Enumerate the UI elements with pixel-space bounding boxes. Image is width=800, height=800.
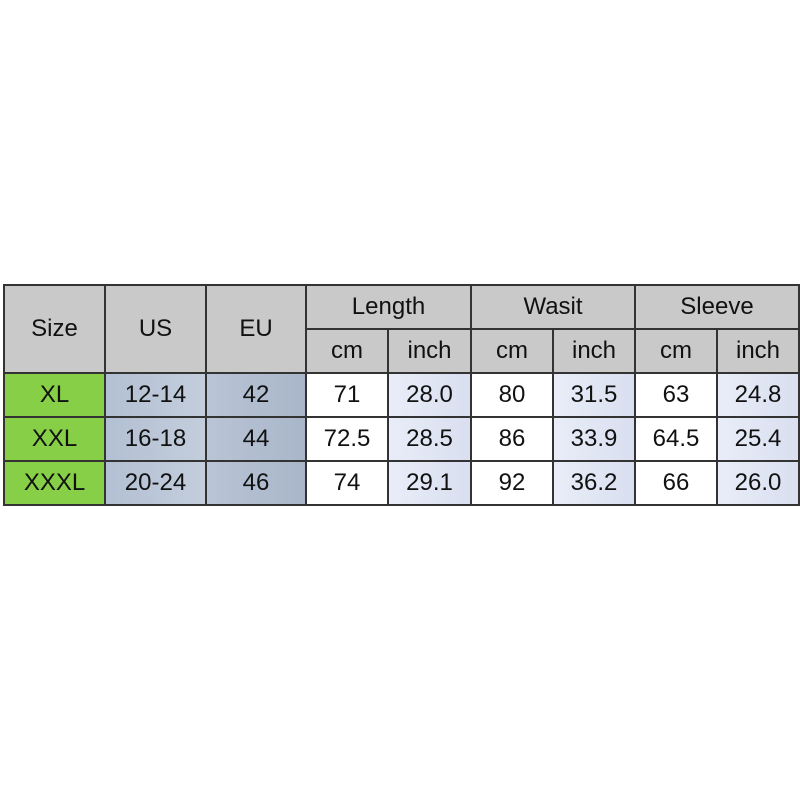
cm-cell: 72.5 (305, 416, 389, 462)
size-cell: XL (3, 372, 106, 418)
unit-header: inch (552, 328, 636, 374)
eu-cell: 42 (205, 372, 307, 418)
header-row-groups: Size US EU Length Wasit Sleeve (3, 284, 800, 374)
table-row: XXL 16-18 44 72.5 28.5 86 33.9 64.5 25.4 (3, 416, 800, 462)
cm-cell: 92 (470, 460, 554, 506)
inch-cell: 33.9 (552, 416, 636, 462)
header-sleeve: Sleeve (634, 284, 800, 330)
unit-header: inch (387, 328, 472, 374)
us-cell: 12-14 (104, 372, 207, 418)
inch-cell: 36.2 (552, 460, 636, 506)
inch-cell: 28.0 (387, 372, 472, 418)
eu-cell: 46 (205, 460, 307, 506)
table-row: XL 12-14 42 71 28.0 80 31.5 63 24.8 (3, 372, 800, 418)
cm-cell: 63 (634, 372, 718, 418)
inch-cell: 31.5 (552, 372, 636, 418)
cm-cell: 80 (470, 372, 554, 418)
cm-cell: 74 (305, 460, 389, 506)
size-chart-table: Size US EU Length Wasit Sleeve cm inch c… (3, 284, 800, 506)
us-cell: 16-18 (104, 416, 207, 462)
inch-cell: 25.4 (716, 416, 800, 462)
cm-cell: 64.5 (634, 416, 718, 462)
unit-header: cm (634, 328, 718, 374)
unit-header: cm (470, 328, 554, 374)
inch-cell: 26.0 (716, 460, 800, 506)
unit-header: inch (716, 328, 800, 374)
size-cell: XXXL (3, 460, 106, 506)
header-eu: EU (205, 284, 307, 374)
header-waist: Wasit (470, 284, 636, 330)
inch-cell: 28.5 (387, 416, 472, 462)
inch-cell: 29.1 (387, 460, 472, 506)
header-row-units: cm inch cm inch cm inch (4, 328, 800, 374)
size-cell: XXL (3, 416, 106, 462)
table-row: XXXL 20-24 46 74 29.1 92 36.2 66 26.0 (3, 460, 800, 506)
unit-header: cm (305, 328, 389, 374)
cm-cell: 66 (634, 460, 718, 506)
cm-cell: 86 (470, 416, 554, 462)
header-length: Length (305, 284, 472, 330)
us-cell: 20-24 (104, 460, 207, 506)
cm-cell: 71 (305, 372, 389, 418)
inch-cell: 24.8 (716, 372, 800, 418)
eu-cell: 44 (205, 416, 307, 462)
header-us: US (104, 284, 207, 374)
header-size: Size (3, 284, 106, 374)
